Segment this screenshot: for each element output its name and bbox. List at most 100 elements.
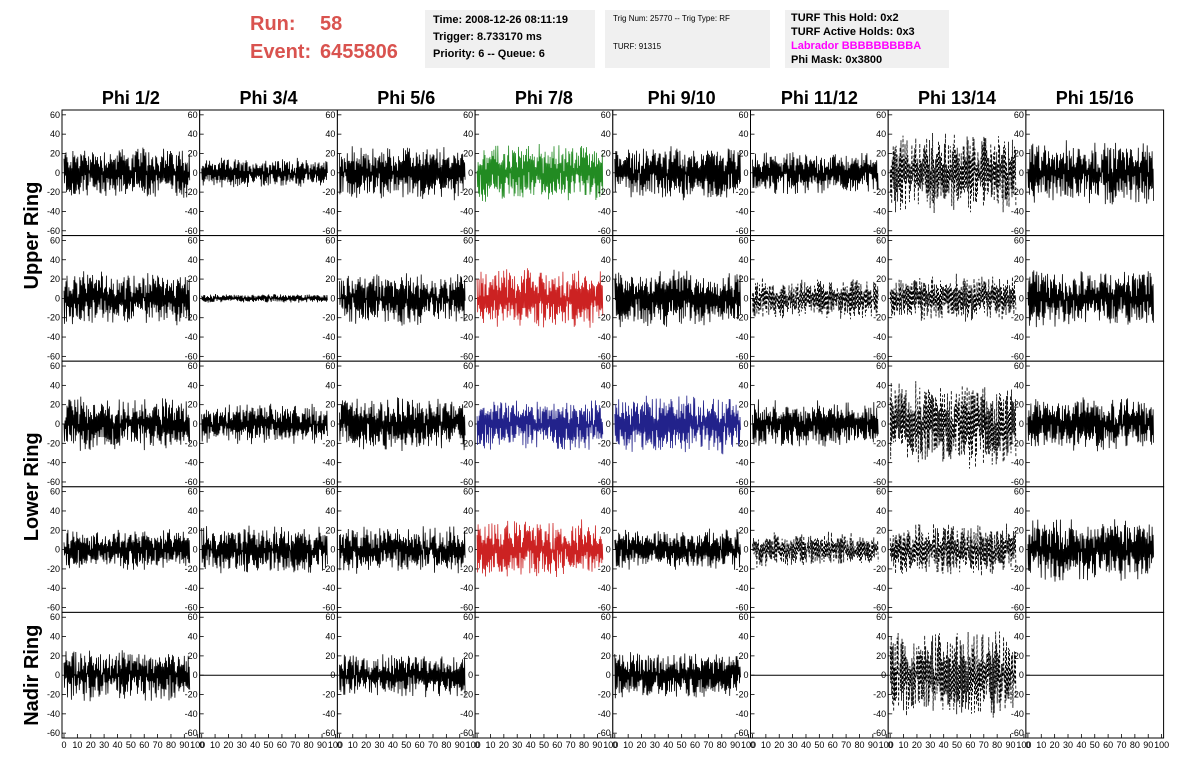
y-tick-label: 0 (55, 419, 60, 429)
y-tick-label: 60 (188, 110, 198, 120)
y-tick-label: 60 (463, 487, 473, 497)
y-tick-label: 0 (330, 293, 335, 303)
waveform-trace (752, 399, 879, 447)
column-label: Phi 7/8 (515, 88, 573, 108)
x-tick-label: 40 (388, 740, 398, 750)
y-tick-label: 0 (193, 419, 198, 429)
y-tick-label: 60 (188, 235, 198, 245)
x-tick-label: 10 (210, 740, 220, 750)
y-tick-label: -40 (47, 206, 60, 216)
x-tick-label: 70 (290, 740, 300, 750)
row-label: Upper Ring (21, 182, 43, 290)
y-tick-label: -20 (598, 564, 611, 574)
y-tick-label: -40 (1011, 206, 1024, 216)
x-tick-label: 80 (717, 740, 727, 750)
y-tick-label: 60 (1014, 110, 1024, 120)
y-tick-label: 0 (606, 670, 611, 680)
y-tick-label: 20 (463, 525, 473, 535)
y-tick-label: 60 (50, 110, 60, 120)
y-tick-label: 40 (876, 632, 886, 642)
time-text: Time: 2008-12-26 08:11:19 (433, 14, 568, 26)
y-tick-label: 40 (601, 129, 611, 139)
y-tick-label: 20 (325, 400, 335, 410)
y-tick-label: -20 (460, 438, 473, 448)
y-tick-label: -40 (322, 332, 335, 342)
y-tick-label: 20 (738, 400, 748, 410)
x-tick-label: 100 (190, 740, 205, 750)
y-tick-label: 20 (601, 525, 611, 535)
y-tick-label: 0 (743, 293, 748, 303)
y-tick-label: 60 (463, 110, 473, 120)
phi-mask-text: Phi Mask: 0x3800 (791, 54, 883, 66)
y-tick-label: 60 (738, 235, 748, 245)
run-value: 58 (320, 13, 343, 35)
x-tick-label: 20 (499, 740, 509, 750)
waveform-trace (614, 652, 741, 699)
y-tick-label: -20 (47, 564, 60, 574)
x-tick-label: 100 (466, 740, 481, 750)
y-tick-label: -60 (47, 728, 60, 738)
y-tick-label: -20 (322, 690, 335, 700)
y-tick-label: 20 (50, 148, 60, 158)
y-tick-label: -20 (322, 313, 335, 323)
y-tick-label: -40 (873, 332, 886, 342)
x-tick-label: 20 (361, 740, 371, 750)
waveform-trace (201, 525, 328, 574)
y-tick-label: 60 (325, 487, 335, 497)
x-tick-label: 60 (1103, 740, 1113, 750)
waveform-trace (63, 271, 191, 326)
y-tick-label: 0 (606, 545, 611, 555)
y-tick-label: 20 (1014, 274, 1024, 284)
y-tick-label: 40 (188, 632, 198, 642)
waveform-trace (476, 143, 604, 202)
y-tick-label: 20 (325, 274, 335, 284)
waveform-trace (201, 293, 328, 303)
waveform-trace (476, 268, 604, 328)
y-tick-label: 20 (738, 148, 748, 158)
y-tick-label: -60 (598, 603, 611, 613)
y-tick-label: 0 (468, 419, 473, 429)
trig-text: Trig Num: 25770 -- Trig Type: RF (613, 14, 730, 23)
y-tick-label: 40 (601, 380, 611, 390)
y-tick-label: -40 (735, 709, 748, 719)
x-tick-label: 30 (237, 740, 247, 750)
y-tick-label: 60 (50, 487, 60, 497)
y-tick-label: -60 (1011, 603, 1024, 613)
y-tick-label: 0 (330, 545, 335, 555)
y-tick-label: 60 (325, 361, 335, 371)
y-tick-label: -60 (460, 477, 473, 487)
y-tick-label: 20 (1014, 651, 1024, 661)
y-tick-label: 20 (50, 274, 60, 284)
y-tick-label: 20 (1014, 148, 1024, 158)
y-tick-label: -40 (598, 332, 611, 342)
y-tick-label: 60 (463, 235, 473, 245)
x-tick-label: 50 (1090, 740, 1100, 750)
y-tick-label: 60 (601, 361, 611, 371)
y-tick-label: -40 (598, 206, 611, 216)
waveform-trace (889, 273, 1017, 322)
event-value: 6455806 (320, 41, 398, 63)
x-tick-label: 80 (166, 740, 176, 750)
x-tick-label: 0 (750, 740, 755, 750)
y-tick-label: 0 (193, 670, 198, 680)
x-tick-label: 20 (1050, 740, 1060, 750)
waveform-trace (614, 269, 741, 328)
y-tick-label: -60 (185, 477, 198, 487)
x-tick-label: 10 (761, 740, 771, 750)
y-tick-label: -60 (47, 477, 60, 487)
y-tick-label: 60 (1014, 612, 1024, 622)
y-tick-label: -20 (873, 690, 886, 700)
x-tick-label: 40 (939, 740, 949, 750)
y-tick-label: 60 (463, 612, 473, 622)
y-tick-label: -20 (322, 187, 335, 197)
waveform-trace (889, 132, 1017, 214)
y-tick-label: 0 (1019, 419, 1024, 429)
x-tick-label: 60 (415, 740, 425, 750)
y-tick-label: 60 (876, 361, 886, 371)
y-tick-label: -60 (873, 226, 886, 236)
x-tick-label: 40 (112, 740, 122, 750)
waveform-trace (614, 146, 741, 201)
y-tick-label: -60 (1011, 728, 1024, 738)
y-tick-label: 20 (463, 651, 473, 661)
y-tick-label: -40 (185, 206, 198, 216)
